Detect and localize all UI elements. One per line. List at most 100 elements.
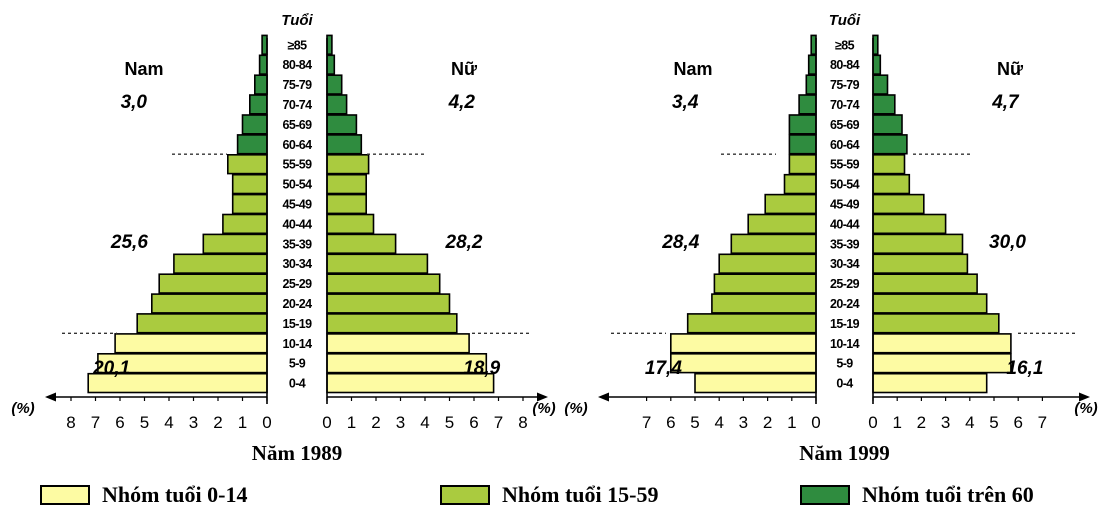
chart-1-bar-male-20-24: [151, 293, 268, 314]
chart-1-bar-male-10-14: [114, 333, 268, 354]
chart-2-x-axis-right-arrow: [1079, 392, 1090, 402]
chart-2-bar-female-30-34: [872, 253, 969, 274]
chart-2-tick-label-left-4: 4: [714, 413, 723, 432]
chart-1-tick-label-left-1: 1: [238, 413, 247, 432]
chart-2-bar-male-15-19: [686, 313, 817, 334]
chart-1-tick-label-right-1: 1: [347, 413, 356, 432]
chart-2-tick-label-left-3: 3: [739, 413, 748, 432]
chart-2-bar-female-45-49: [872, 193, 925, 215]
chart-1-bar-female-70-74: [326, 94, 348, 115]
chart-1-tick-label-right-4: 4: [420, 413, 429, 432]
chart-1-bar-female-45-49: [326, 193, 368, 215]
chart-2-bar-male-55-59: [788, 154, 817, 175]
chart-2-age-label-25-29: 25-29: [830, 277, 860, 291]
chart-2-bar-female-75-79: [872, 74, 889, 95]
chart-1-bar-female-80-84: [326, 54, 336, 75]
chart-2-bar-male-50-54: [783, 173, 817, 195]
chart-2-tick-label-right-4: 4: [965, 413, 974, 432]
chart-2-bar-male-45-49: [764, 193, 817, 215]
chart-2-age-label-5-9: 5-9: [836, 357, 853, 371]
chart-1-title: Năm 1989: [252, 441, 342, 465]
chart-1-x-axis-right-arrow: [537, 392, 548, 402]
chart-1-tick-label-right-0: 0: [322, 413, 331, 432]
chart-1-bar-female-10-14: [326, 333, 470, 354]
chart-1-tick-label-left-8: 8: [66, 413, 75, 432]
chart-2-bar-male-65-69: [788, 114, 817, 135]
chart-1-tick-label-right-6: 6: [469, 413, 478, 432]
chart-2-title: Năm 1999: [799, 441, 889, 465]
chart-2-age-label-55-59: 55-59: [830, 158, 860, 172]
chart-2-bar-female-25-29: [872, 273, 978, 294]
chart-2-age-label-10-14: 10-14: [830, 337, 860, 351]
chart-2-age-label-20-24: 20-24: [830, 297, 860, 311]
legend-item-0-14: Nhóm tuổi 0-14: [40, 482, 247, 508]
chart-2-x-axis-left-arrow: [598, 392, 609, 402]
chart-2-tick-label-right-7: 7: [1038, 413, 1047, 432]
chart-1-bar-female-35-39: [326, 233, 397, 254]
chart-2-annotation-right-60+: 4,7: [991, 92, 1020, 113]
chart-2-age-label-50-54: 50-54: [830, 178, 860, 192]
chart-1-bar-female-55-59: [326, 154, 370, 175]
chart-1-annotation-left-0-14: 20,1: [92, 358, 130, 379]
legend-swatch-15-59: [440, 485, 490, 505]
chart-2-tick-label-right-6: 6: [1013, 413, 1022, 432]
chart-1-bar-male-50-54: [231, 173, 268, 195]
chart-1-bar-male-65-69: [241, 114, 268, 135]
chart-2-bar-female-15-19: [872, 313, 1000, 334]
chart-1-annotation-left-15-59: 25,6: [110, 232, 148, 253]
chart-2-bar-male-70-74: [798, 94, 817, 115]
chart-2-age-label-≥85: ≥85: [835, 38, 855, 52]
chart-2-x-unit-right: (%): [1074, 400, 1097, 417]
chart-2-x-unit-left: (%): [564, 400, 587, 417]
chart-2-bar-male-35-39: [730, 233, 817, 254]
chart-2-bar-male-25-29: [713, 273, 817, 294]
chart-1-annotation-right-15-59: 28,2: [445, 232, 483, 253]
legend-label-0-14: Nhóm tuổi 0-14: [102, 482, 248, 507]
chart-1-age-label-60-64: 60-64: [283, 138, 313, 152]
chart-1-age-label-≥85: ≥85: [288, 38, 308, 52]
chart-2-bar-female-65-69: [872, 114, 903, 135]
chart-2-age-label-40-44: 40-44: [830, 217, 860, 231]
chart-2-bar-male-75-79: [805, 74, 817, 95]
chart-2-bar-male-30-34: [718, 253, 817, 274]
chart-2-tick-label-left-0: 0: [811, 413, 820, 432]
chart-1-tick-label-left-2: 2: [213, 413, 222, 432]
chart-1-tick-label-right-3: 3: [396, 413, 405, 432]
chart-2-bar-female-80-84: [872, 54, 882, 75]
chart-2-tick-label-left-2: 2: [763, 413, 772, 432]
chart-2-bar-male-60-64: [788, 134, 817, 155]
chart-1-x-unit-right: (%): [532, 400, 555, 417]
chart-1-tick-label-left-4: 4: [164, 413, 173, 432]
chart-1-age-label-40-44: 40-44: [283, 217, 313, 231]
chart-2-bar-female-10-14: [872, 333, 1012, 354]
chart-2-bar-female-70-74: [872, 94, 896, 115]
chart-1-bar-female-40-44: [326, 213, 375, 235]
chart-2-age-label-80-84: 80-84: [830, 58, 860, 72]
chart-2-age-label-30-34: 30-34: [830, 257, 860, 271]
chart-1-bar-male-15-19: [136, 313, 268, 334]
chart-2-bar-male-10-14: [669, 333, 817, 354]
chart-1-bar-female-30-34: [326, 253, 429, 274]
chart-2-bar-female-20-24: [872, 293, 988, 314]
chart-1-bar-male-70-74: [249, 94, 268, 115]
chart-1-bar-female-60-64: [326, 134, 363, 155]
chart-2-annotation-right-0-14: 16,1: [1006, 358, 1043, 379]
chart-2-annotation-left-0-14: 17,4: [645, 358, 682, 379]
chart-1-tick-label-left-0: 0: [262, 413, 271, 432]
chart-2-tick-label-right-3: 3: [941, 413, 950, 432]
chart-2-bar-female-5-9: [872, 352, 1012, 374]
chart-2-tick-label-right-1: 1: [892, 413, 901, 432]
chart-2-bar-female-50-54: [872, 173, 911, 195]
chart-2-age-label-35-39: 35-39: [830, 237, 860, 251]
chart-1-tick-label-right-7: 7: [494, 413, 503, 432]
chart-1-age-label-80-84: 80-84: [283, 58, 313, 72]
chart-1-annotation-right-0-14: 18,9: [463, 358, 500, 379]
chart-1-bar-female-75-79: [326, 74, 343, 95]
chart-2-tick-label-left-6: 6: [666, 413, 675, 432]
chart-2-tick-label-left-7: 7: [642, 413, 651, 432]
chart-1-age-label-35-39: 35-39: [283, 237, 313, 251]
chart-2-tick-label-left-5: 5: [690, 413, 699, 432]
chart-1-age-axis-title: Tuổi: [281, 12, 313, 29]
